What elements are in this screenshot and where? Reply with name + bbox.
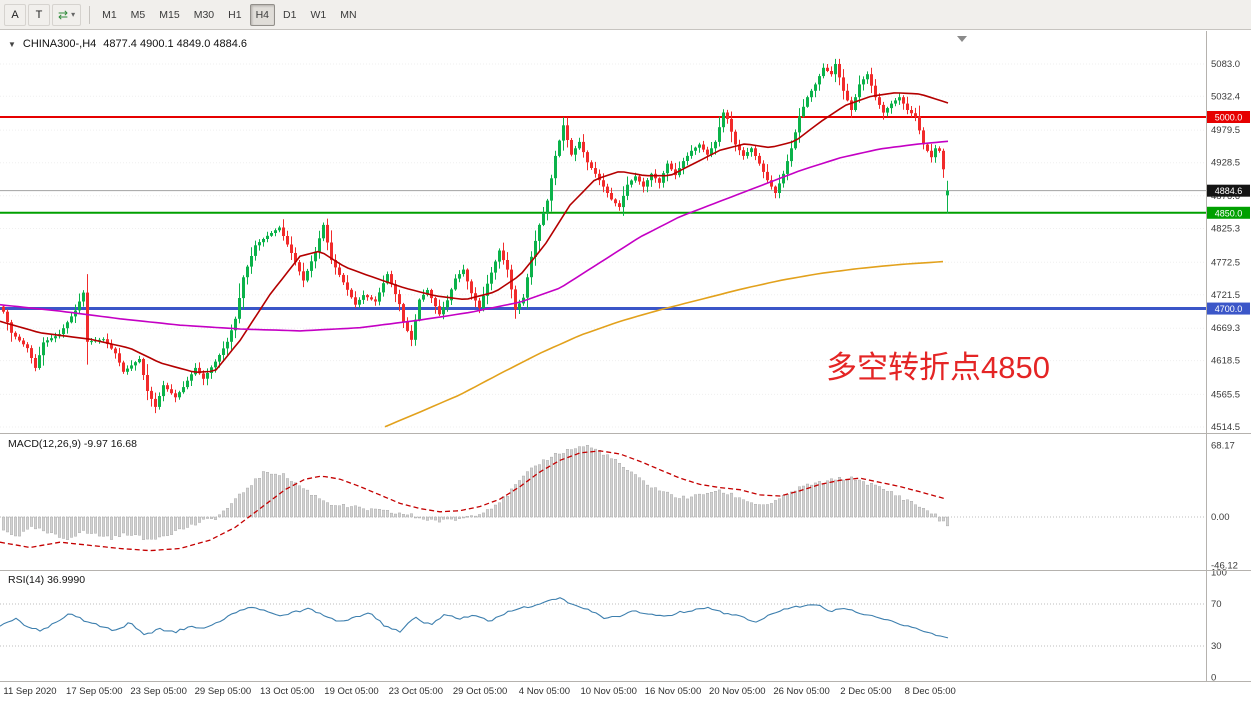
timeframe-button-m5[interactable]: M5 xyxy=(125,4,152,26)
svg-text:4721.5: 4721.5 xyxy=(1211,290,1240,301)
timeframe-button-m30[interactable]: M30 xyxy=(188,4,220,26)
time-axis[interactable]: 11 Sep 2020 17 Sep 05:00 23 Sep 05:00 29 Se… xyxy=(3,686,955,697)
chart-canvas[interactable]: 5083.05032.44979.54928.54876.64825.34772… xyxy=(0,31,1251,704)
ohlc-values-label: 4877.4 4900.1 4849.0 4884.6 xyxy=(103,38,248,50)
timeframe-group: M1 M5 M15 M30 H1 H4 D1 W1 MN xyxy=(96,3,364,26)
svg-text:30: 30 xyxy=(1211,641,1222,652)
svg-text:4700.0: 4700.0 xyxy=(1215,304,1243,314)
chart-area: 5083.05032.44979.54928.54876.64825.34772… xyxy=(0,31,1251,704)
timeframe-button-h1[interactable]: H1 xyxy=(222,4,247,26)
text-tool-button[interactable]: T xyxy=(28,3,50,26)
ma-mid-magenta-line xyxy=(0,140,949,332)
macd-indicator-label: MACD(12,26,9) -9.97 16.68 xyxy=(8,438,137,450)
svg-text:4 Nov 05:00: 4 Nov 05:00 xyxy=(519,686,570,697)
horizontal-line-4850.0[interactable]: 4850.0 xyxy=(0,206,1250,219)
horizontal-line-5000.0[interactable]: 5000.0 xyxy=(0,110,1250,123)
svg-text:5083.0: 5083.0 xyxy=(1211,59,1240,70)
chevron-down-icon: ▾ xyxy=(71,10,76,19)
macd-signal-line xyxy=(0,450,946,552)
svg-text:23 Sep 05:00: 23 Sep 05:00 xyxy=(130,686,187,697)
toolbar: A T ⇄ ▾ M1 M5 M15 M30 H1 H4 D1 W1 MN xyxy=(0,0,1251,30)
rsi-indicator-label: RSI(14) 36.9990 xyxy=(8,574,86,586)
svg-text:20 Nov 05:00: 20 Nov 05:00 xyxy=(709,686,766,697)
svg-text:4772.5: 4772.5 xyxy=(1211,257,1240,268)
timeframe-button-h4[interactable]: H4 xyxy=(249,3,276,26)
svg-text:2 Dec 05:00: 2 Dec 05:00 xyxy=(840,686,891,697)
svg-text:23 Oct 05:00: 23 Oct 05:00 xyxy=(389,686,443,697)
svg-text:19 Oct 05:00: 19 Oct 05:00 xyxy=(324,686,378,697)
svg-text:5032.4: 5032.4 xyxy=(1211,91,1240,102)
pane-separators xyxy=(0,31,1251,682)
arrow-tool-button[interactable]: A xyxy=(4,3,26,26)
svg-text:-46.12: -46.12 xyxy=(1211,560,1238,571)
svg-text:11 Sep 2020: 11 Sep 2020 xyxy=(3,686,56,697)
current-price-marker: 4884.6 xyxy=(0,184,1250,197)
svg-text:68.17: 68.17 xyxy=(1211,440,1235,451)
svg-text:4979.5: 4979.5 xyxy=(1211,125,1240,136)
svg-text:4514.5: 4514.5 xyxy=(1211,422,1240,433)
svg-text:8 Dec 05:00: 8 Dec 05:00 xyxy=(905,686,956,697)
timeframe-button-d1[interactable]: D1 xyxy=(277,4,302,26)
swap-arrows-icon: ⇄ xyxy=(58,7,69,22)
svg-text:4884.6: 4884.6 xyxy=(1215,186,1243,196)
chart-shift-marker-icon[interactable] xyxy=(957,36,967,42)
drawing-tools-dropdown-button[interactable]: ⇄ ▾ xyxy=(52,3,82,26)
svg-text:16 Nov 05:00: 16 Nov 05:00 xyxy=(645,686,702,697)
ma-fast-red-line xyxy=(0,92,949,374)
svg-text:4565.5: 4565.5 xyxy=(1211,389,1240,400)
svg-text:4618.5: 4618.5 xyxy=(1211,356,1240,367)
svg-text:26 Nov 05:00: 26 Nov 05:00 xyxy=(773,686,830,697)
symbol-period-label: CHINA300-,H4 xyxy=(22,38,97,50)
svg-text:29 Oct 05:00: 29 Oct 05:00 xyxy=(453,686,507,697)
text-annotation[interactable]: 多空转折点4850 xyxy=(826,350,1050,385)
candles-layer xyxy=(2,58,949,414)
grid-layer xyxy=(0,63,1206,428)
svg-text:4928.5: 4928.5 xyxy=(1211,158,1240,169)
svg-text:4669.3: 4669.3 xyxy=(1211,323,1240,334)
svg-text:10 Nov 05:00: 10 Nov 05:00 xyxy=(580,686,637,697)
ma-slow-orange-line xyxy=(384,260,944,428)
timeframe-button-m15[interactable]: M15 xyxy=(153,4,185,26)
timeframe-button-m1[interactable]: M1 xyxy=(96,4,123,26)
svg-text:29 Sep 05:00: 29 Sep 05:00 xyxy=(195,686,252,697)
svg-text:0.00: 0.00 xyxy=(1211,512,1230,523)
symbol-dropdown-icon[interactable]: ▼ xyxy=(8,39,16,49)
svg-text:4850.0: 4850.0 xyxy=(1215,208,1243,218)
horizontal-line-4700.0[interactable]: 4700.0 xyxy=(0,302,1250,315)
svg-text:4825.3: 4825.3 xyxy=(1211,224,1240,235)
svg-text:5000.0: 5000.0 xyxy=(1215,112,1243,122)
svg-text:70: 70 xyxy=(1211,599,1222,610)
rsi-pane: 100 70 30 0 xyxy=(0,568,1227,684)
svg-text:13 Oct 05:00: 13 Oct 05:00 xyxy=(260,686,314,697)
toolbar-separator xyxy=(89,5,91,24)
svg-text:17 Sep 05:00: 17 Sep 05:00 xyxy=(66,686,123,697)
timeframe-button-mn[interactable]: MN xyxy=(334,4,362,26)
timeframe-button-w1[interactable]: W1 xyxy=(304,4,332,26)
rsi-line xyxy=(0,597,949,639)
svg-text:0: 0 xyxy=(1211,673,1216,684)
svg-text:100: 100 xyxy=(1211,568,1227,579)
macd-pane: 68.17 0.00 -46.12 xyxy=(0,440,1238,571)
chart-title: ▼ CHINA300-,H4 4877.4 4900.1 4849.0 4884… xyxy=(8,38,247,50)
